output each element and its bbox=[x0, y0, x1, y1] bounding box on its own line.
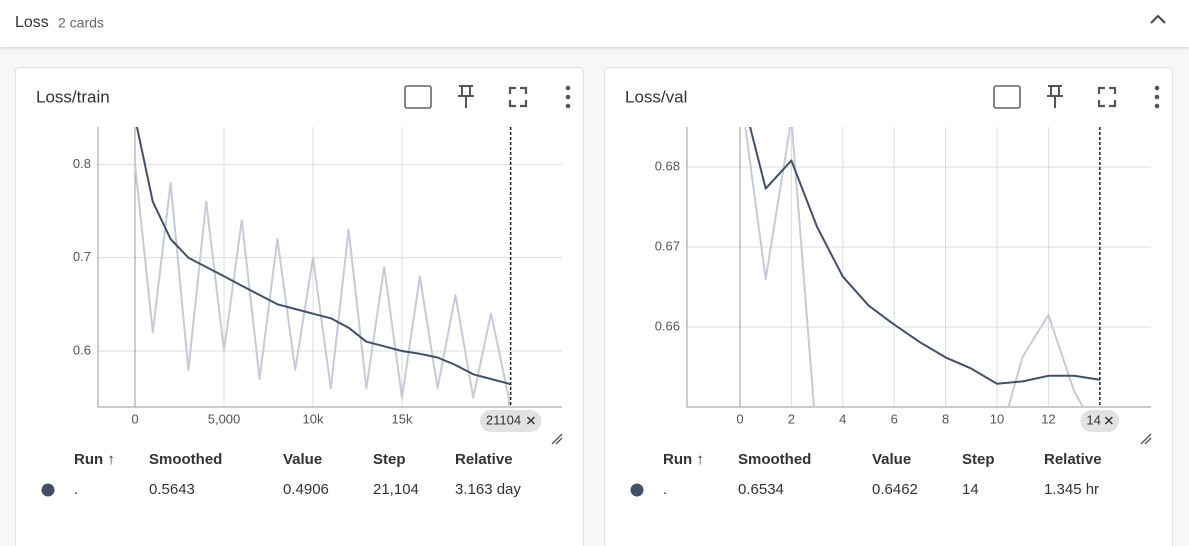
x-tick-label: 10k bbox=[303, 411, 324, 426]
section-title: Loss bbox=[15, 14, 49, 31]
pin-button[interactable] bbox=[458, 85, 474, 108]
smoothed-line bbox=[135, 127, 511, 386]
card-count: 2 cards bbox=[58, 15, 104, 31]
table-header[interactable]: Run ↑ bbox=[74, 451, 115, 468]
step-chip-close[interactable] bbox=[1104, 416, 1113, 425]
y-tick-label: 0.68 bbox=[655, 158, 680, 173]
table-cell: 14 bbox=[962, 481, 979, 498]
table-header: Smoothed bbox=[149, 451, 222, 468]
table-cell: 0.6534 bbox=[738, 481, 784, 498]
fullscreen-button[interactable] bbox=[1097, 86, 1117, 108]
x-tick-label: 0 bbox=[131, 411, 138, 426]
x-tick-label: 8 bbox=[942, 411, 949, 426]
y-tick-label: 0.7 bbox=[73, 249, 91, 264]
menu-button[interactable] bbox=[1154, 94, 1160, 100]
y-tick-label: 0.6 bbox=[73, 342, 91, 357]
table-cell: 1.345 hr bbox=[1044, 481, 1099, 498]
table-header: Smoothed bbox=[738, 451, 811, 468]
table-cell: . bbox=[663, 481, 667, 498]
table-header: Step bbox=[373, 451, 406, 468]
run-color-dot bbox=[630, 483, 644, 497]
card bbox=[15, 67, 584, 546]
table-cell: 0.5643 bbox=[149, 481, 195, 498]
table-cell: 3.163 day bbox=[455, 481, 521, 498]
fullscreen-button[interactable] bbox=[508, 86, 528, 108]
x-tick-label: 10 bbox=[990, 411, 1004, 426]
step-chip-label: 14 bbox=[1086, 412, 1100, 427]
resize-handle[interactable] bbox=[551, 433, 563, 445]
x-tick-label: 0 bbox=[736, 411, 743, 426]
table-header[interactable]: Run ↑ bbox=[663, 451, 704, 468]
table-header: Relative bbox=[1044, 451, 1102, 468]
resize-handle[interactable] bbox=[1140, 433, 1152, 445]
x-tick-label: 2 bbox=[788, 411, 795, 426]
menu-button[interactable] bbox=[565, 85, 571, 91]
fit-domain-button[interactable] bbox=[404, 85, 432, 109]
menu-button[interactable] bbox=[1154, 103, 1160, 109]
card-title: Loss/val bbox=[625, 87, 687, 106]
x-tick-label: 5,000 bbox=[208, 411, 241, 426]
step-chip[interactable] bbox=[1080, 410, 1120, 432]
table-header: Relative bbox=[455, 451, 513, 468]
card-title: Loss/train bbox=[36, 87, 110, 106]
raw-line bbox=[744, 127, 1085, 407]
x-tick-label: 15k bbox=[392, 411, 413, 426]
y-tick-label: 0.67 bbox=[655, 238, 680, 253]
pin-button[interactable] bbox=[1047, 85, 1063, 108]
menu-button[interactable] bbox=[565, 94, 571, 100]
y-tick-label: 0.8 bbox=[73, 156, 91, 171]
table-header: Step bbox=[962, 451, 995, 468]
step-chip-label: 21104 bbox=[486, 412, 521, 427]
x-tick-label: 12 bbox=[1041, 411, 1055, 426]
x-tick-label: 6 bbox=[891, 411, 898, 426]
run-color-dot bbox=[41, 483, 55, 497]
card bbox=[604, 67, 1173, 546]
table-header: Value bbox=[283, 451, 322, 468]
table-header: Value bbox=[872, 451, 911, 468]
step-chip[interactable] bbox=[479, 410, 542, 432]
menu-button[interactable] bbox=[1154, 85, 1160, 91]
x-tick-label: 4 bbox=[839, 411, 846, 426]
smoothed-line bbox=[749, 127, 1100, 385]
y-tick-label: 0.66 bbox=[655, 318, 680, 333]
table-cell: 21,104 bbox=[373, 481, 419, 498]
raw-line bbox=[134, 164, 511, 407]
table-cell: 0.6462 bbox=[872, 481, 918, 498]
collapse-button[interactable] bbox=[1150, 14, 1166, 24]
fit-domain-button[interactable] bbox=[993, 85, 1021, 109]
header-bar bbox=[0, 0, 1189, 47]
table-cell: 0.4906 bbox=[283, 481, 329, 498]
step-chip-close[interactable] bbox=[526, 416, 535, 425]
menu-button[interactable] bbox=[565, 103, 571, 109]
table-cell: . bbox=[74, 481, 78, 498]
